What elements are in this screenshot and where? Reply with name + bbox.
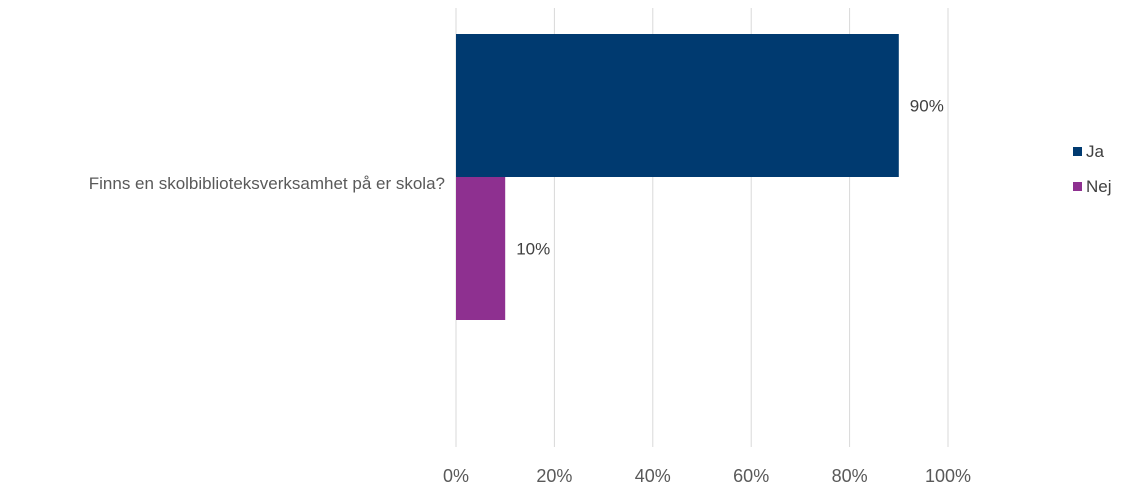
- legend-swatch: [1073, 147, 1082, 156]
- bar-ja: [456, 34, 899, 177]
- category-label: Finns en skolbiblioteksverksamhet på er …: [89, 174, 445, 193]
- x-tick-label: 20%: [536, 466, 572, 486]
- legend-swatch: [1073, 182, 1082, 191]
- legend-label: Ja: [1086, 142, 1105, 161]
- legend-label: Nej: [1086, 177, 1112, 196]
- data-label: 10%: [516, 240, 550, 259]
- data-label: 90%: [910, 97, 944, 116]
- x-tick-label: 0%: [443, 466, 469, 486]
- bar-nej: [456, 177, 506, 320]
- x-tick-label: 40%: [635, 466, 671, 486]
- x-tick-label: 80%: [832, 466, 868, 486]
- x-tick-label: 100%: [925, 466, 971, 486]
- x-tick-label: 60%: [733, 466, 769, 486]
